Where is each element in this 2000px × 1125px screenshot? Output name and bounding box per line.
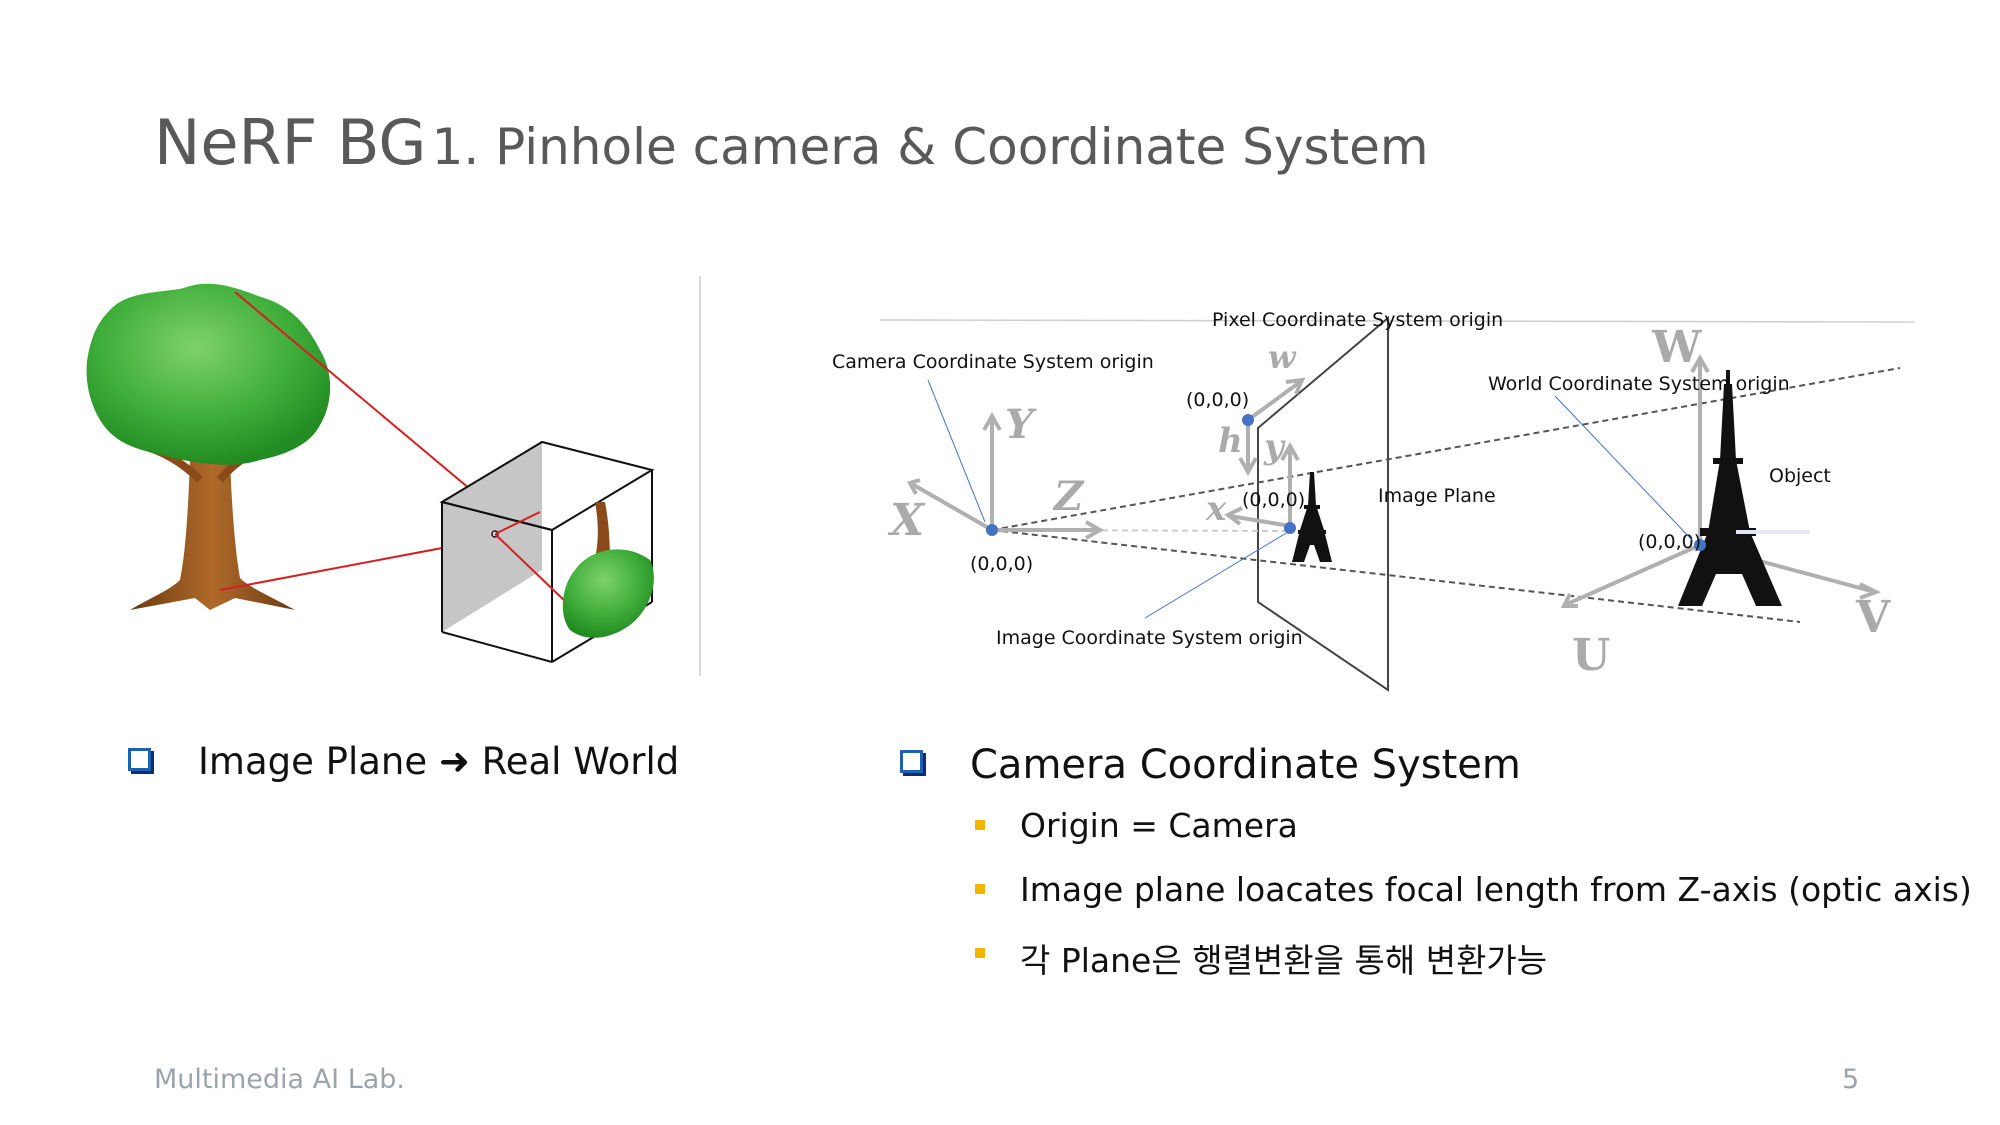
object-label: Object bbox=[1769, 465, 1831, 487]
sub-bullet-icon bbox=[975, 820, 985, 830]
sub-bullet-icon bbox=[975, 948, 985, 958]
sub-bullet-text: Origin = Camera bbox=[1020, 806, 1298, 845]
page-number: 5 bbox=[1842, 1064, 1860, 1095]
axis-label-U: U bbox=[1572, 630, 1610, 681]
coordinate-system-diagram: X Y Z (0,0,0) Camera Coordinate System o… bbox=[832, 309, 1916, 692]
pinhole-camera-figure bbox=[86, 283, 655, 663]
image-plane-label: Image Plane bbox=[1378, 485, 1496, 507]
pixel-origin-dot bbox=[1242, 414, 1254, 426]
camera-origin-coord: (0,0,0) bbox=[970, 553, 1033, 575]
bullet-box-icon bbox=[900, 750, 923, 773]
camera-origin-leader bbox=[927, 379, 986, 523]
arrow-right-icon: ➜ bbox=[438, 740, 470, 783]
column-divider bbox=[699, 276, 701, 676]
pixel-axes bbox=[1238, 377, 1306, 477]
image-origin-label: Image Coordinate System origin bbox=[996, 627, 1303, 649]
tree-icon bbox=[86, 283, 331, 610]
inverted-tree-icon bbox=[562, 502, 654, 638]
axis-label-X: X bbox=[887, 495, 926, 546]
axis-label-h: h bbox=[1218, 421, 1243, 461]
axis-label-Y: Y bbox=[1005, 401, 1037, 448]
bullet-box-icon bbox=[128, 748, 151, 771]
camera-axes bbox=[907, 411, 1105, 540]
left-bullet-after: Real World bbox=[481, 740, 680, 783]
world-origin-leader bbox=[1554, 395, 1693, 541]
pixel-origin-label: Pixel Coordinate System origin bbox=[1212, 309, 1503, 331]
camera-box-icon bbox=[439, 440, 655, 663]
image-origin-coord: (0,0,0) bbox=[1242, 489, 1305, 511]
pixel-origin-coord: (0,0,0) bbox=[1186, 389, 1249, 411]
axis-label-x: x bbox=[1205, 489, 1227, 529]
image-plane-quad bbox=[1257, 315, 1389, 692]
light-ray-top bbox=[234, 291, 496, 511]
image-origin-leader bbox=[1144, 531, 1289, 619]
small-eiffel-icon bbox=[1292, 472, 1332, 562]
image-axes bbox=[1224, 441, 1300, 528]
axis-label-Z: Z bbox=[1052, 473, 1085, 520]
camera-origin-label: Camera Coordinate System origin bbox=[832, 351, 1154, 373]
axis-label-w: w bbox=[1268, 338, 1297, 376]
image-origin-dot bbox=[1284, 522, 1296, 534]
title-main: NeRF BG bbox=[154, 106, 427, 179]
left-bullet-before: Image Plane bbox=[198, 740, 428, 783]
sub-bullet-icon bbox=[975, 884, 985, 894]
projection-line-bottom bbox=[991, 529, 1801, 623]
camera-origin-dot bbox=[986, 524, 998, 536]
sub-bullet-text: Image plane loacates focal length from Z… bbox=[1020, 870, 1972, 909]
world-origin-coord: (0,0,0) bbox=[1638, 531, 1701, 553]
eiffel-tower-icon bbox=[1678, 370, 1782, 606]
title-sub: 1. Pinhole camera & Coordinate System bbox=[431, 118, 1429, 176]
world-origin-label: World Coordinate System origin bbox=[1488, 373, 1790, 395]
axis-label-W: W bbox=[1651, 322, 1702, 373]
axis-label-V: V bbox=[1855, 592, 1891, 643]
top-rule bbox=[879, 319, 1916, 323]
footer-lab-name: Multimedia AI Lab. bbox=[154, 1064, 406, 1095]
sub-bullet-text: 각 Plane은 행렬변환을 통해 변환가능 bbox=[1020, 941, 1548, 980]
left-bullet-text: Image Plane ➜ Real World bbox=[198, 740, 679, 783]
slide-title: NeRF BG 1. Pinhole camera & Coordinate S… bbox=[154, 112, 1429, 174]
world-origin-dot bbox=[1694, 539, 1706, 551]
axis-label-y: y bbox=[1263, 427, 1286, 467]
projection-line-top bbox=[991, 367, 1901, 531]
right-bullet-heading: Camera Coordinate System bbox=[970, 742, 1521, 788]
light-ray-inner-b bbox=[494, 511, 541, 535]
